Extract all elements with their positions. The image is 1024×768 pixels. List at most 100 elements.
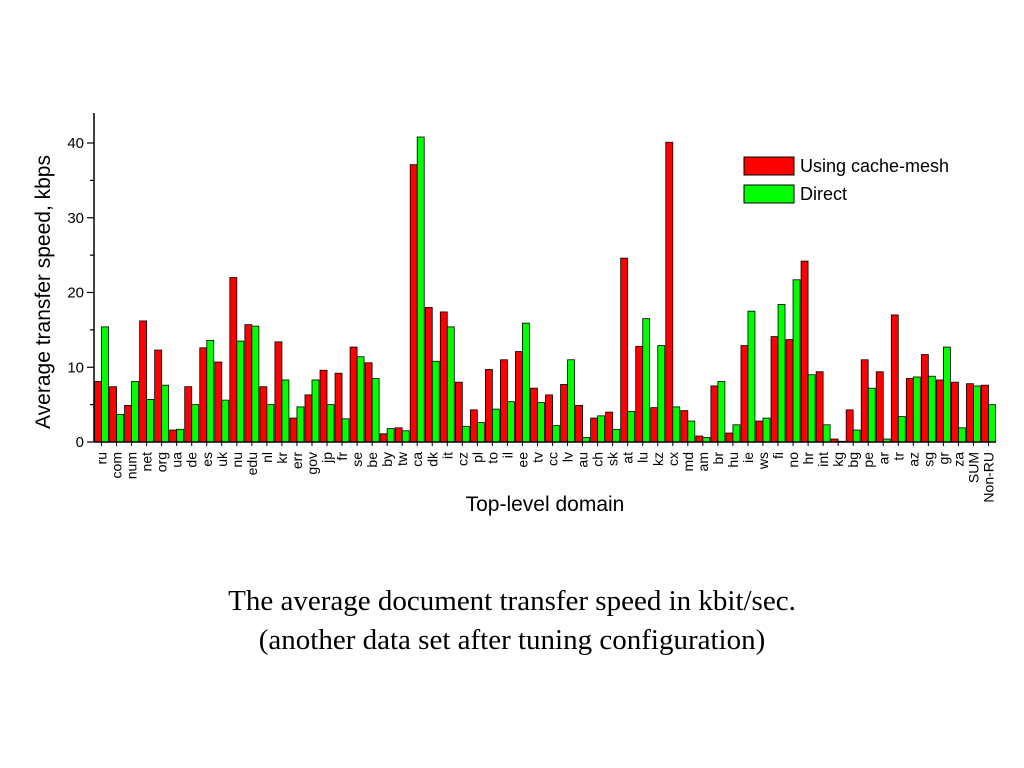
x-tick-label: kg bbox=[830, 452, 846, 467]
x-tick-label: gov bbox=[304, 452, 320, 475]
bar-cache-mesh-at bbox=[620, 257, 629, 443]
bar-cache-mesh-ee bbox=[515, 351, 523, 443]
bar-direct-kz bbox=[657, 345, 666, 443]
x-tick-label: hu bbox=[725, 452, 741, 468]
x-tick-label: lv bbox=[560, 452, 576, 462]
bar-direct-it bbox=[446, 326, 455, 443]
bar-direct-ee bbox=[522, 322, 530, 443]
bar-cache-mesh-Non-RU bbox=[981, 384, 989, 443]
legend: Using cache-mesh Direct bbox=[743, 156, 949, 204]
bar-direct-by bbox=[386, 428, 395, 443]
x-tick-label: sg bbox=[920, 452, 936, 467]
bar-cache-mesh-il bbox=[500, 359, 508, 443]
bar-cache-mesh-sg bbox=[920, 354, 929, 443]
x-tick-label: it bbox=[439, 452, 455, 459]
bar-cache-mesh-am bbox=[695, 435, 704, 443]
x-tick-label: kr bbox=[274, 452, 290, 464]
y-ticks-group: 0 10 20 30 40 bbox=[67, 135, 94, 451]
x-tick-label: ar bbox=[875, 452, 891, 465]
x-tick-label: az bbox=[905, 452, 921, 467]
bar-cache-mesh-lv bbox=[560, 384, 568, 443]
bar-direct-de bbox=[191, 404, 200, 443]
y-tick-label: 40 bbox=[67, 135, 84, 152]
x-tick-label: ru bbox=[94, 452, 110, 464]
legend-label-cache-mesh: Using cache-mesh bbox=[800, 156, 949, 176]
x-tick-label: by bbox=[379, 452, 395, 467]
bar-cache-mesh-ch bbox=[590, 417, 599, 443]
bar-direct-int bbox=[822, 424, 831, 443]
x-tick-label: br bbox=[710, 452, 726, 465]
bar-direct-es bbox=[206, 339, 215, 443]
x-tick-label: il bbox=[499, 452, 515, 458]
bar-direct-jp bbox=[326, 404, 335, 443]
x-tick-label: ws bbox=[755, 452, 771, 470]
y-tick-label: 10 bbox=[67, 359, 84, 376]
bar-cache-mesh-no bbox=[785, 339, 794, 443]
bar-direct-cz bbox=[461, 425, 470, 443]
x-tick-label: za bbox=[950, 452, 966, 467]
bar-direct-hr bbox=[807, 374, 816, 443]
bar-direct-pl bbox=[476, 422, 485, 443]
bar-direct-lv bbox=[567, 359, 575, 443]
bar-cache-mesh-bg bbox=[845, 409, 854, 443]
x-tick-label: int bbox=[815, 452, 831, 467]
bar-direct-at bbox=[627, 410, 636, 443]
bar-cache-mesh-nu bbox=[229, 277, 238, 443]
x-tick-label: edu bbox=[244, 452, 260, 475]
bar-direct-ie bbox=[747, 310, 756, 443]
bar-cache-mesh-ca bbox=[409, 164, 418, 443]
legend-swatch-direct bbox=[743, 184, 795, 204]
bar-direct-se bbox=[356, 356, 365, 443]
bar-cache-mesh-net bbox=[139, 320, 148, 443]
bar-direct-Non-RU bbox=[988, 404, 996, 443]
bar-cache-mesh-edu bbox=[244, 324, 253, 443]
bar-cache-mesh-org bbox=[154, 349, 163, 443]
x-tick-label: es bbox=[199, 452, 215, 467]
bar-cache-mesh-ru bbox=[94, 381, 102, 443]
bar-direct-num bbox=[131, 381, 139, 443]
bar-direct-err bbox=[296, 406, 305, 443]
bar-cache-mesh-ws bbox=[755, 420, 764, 443]
legend-swatch-cache-mesh bbox=[743, 156, 795, 176]
x-tick-label: gr bbox=[935, 452, 951, 465]
bar-cache-mesh-sk bbox=[605, 411, 614, 443]
bar-cache-mesh-md bbox=[680, 410, 689, 443]
bar-cache-mesh-tw bbox=[394, 427, 403, 443]
bar-direct-org bbox=[161, 384, 170, 443]
y-tick-label: 20 bbox=[67, 285, 84, 302]
bar-cache-mesh-com bbox=[109, 386, 117, 443]
x-tick-label: lu bbox=[635, 452, 651, 463]
x-tick-label: tr bbox=[890, 452, 906, 461]
x-tick-label: pl bbox=[469, 452, 485, 463]
bar-direct-gov bbox=[311, 379, 320, 443]
x-tick-label: bg bbox=[845, 452, 861, 468]
bar-cache-mesh-cz bbox=[454, 381, 463, 443]
x-tick-label: cc bbox=[545, 452, 561, 466]
x-tick-label: no bbox=[785, 452, 801, 468]
bar-cache-mesh-fi bbox=[770, 336, 779, 443]
bar-cache-mesh-it bbox=[439, 311, 448, 443]
bar-cache-mesh-br bbox=[710, 385, 719, 443]
x-tick-label: dk bbox=[424, 451, 440, 467]
bar-cache-mesh-pe bbox=[860, 359, 869, 443]
bar-direct-tr bbox=[897, 416, 906, 443]
bar-cache-mesh-az bbox=[905, 378, 914, 443]
x-tick-label: ua bbox=[169, 452, 185, 468]
x-tick-label: num bbox=[124, 452, 140, 479]
bar-cache-mesh-hu bbox=[725, 432, 734, 443]
bar-direct-pe bbox=[867, 387, 876, 443]
bar-cache-mesh-ie bbox=[740, 345, 749, 443]
bar-cache-mesh-num bbox=[124, 404, 132, 443]
bar-direct-com bbox=[116, 413, 124, 443]
x-tick-label: at bbox=[620, 452, 636, 464]
bar-direct-SUM bbox=[973, 385, 981, 443]
x-tick-label: nl bbox=[259, 452, 275, 463]
bar-direct-tw bbox=[401, 430, 410, 443]
bar-direct-ua bbox=[176, 428, 185, 443]
x-tick-label: jp bbox=[319, 452, 335, 464]
x-tick-label: nu bbox=[229, 452, 245, 468]
bar-direct-az bbox=[912, 376, 921, 443]
bar-direct-cc bbox=[552, 425, 560, 443]
bar-cache-mesh-ar bbox=[875, 371, 884, 443]
